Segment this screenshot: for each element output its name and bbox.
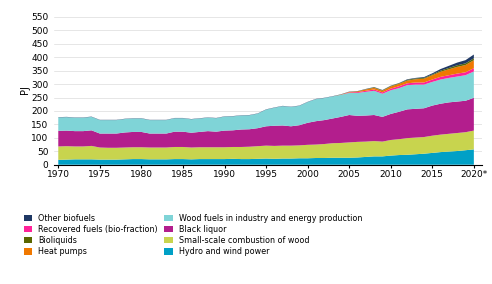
Y-axis label: PJ: PJ: [20, 85, 30, 94]
Legend: Other biofuels, Recovered fuels (bio-fraction), Bioliquids, Heat pumps, Wood fue: Other biofuels, Recovered fuels (bio-fra…: [24, 214, 362, 256]
